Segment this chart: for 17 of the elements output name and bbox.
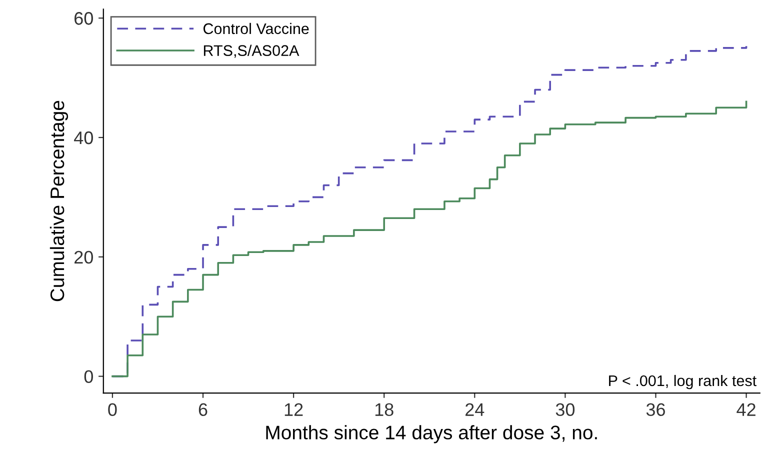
x-tick-label: 36	[646, 403, 665, 416]
y-tick-label: 40	[74, 131, 93, 144]
x-tick-label: 0	[108, 403, 117, 416]
x-tick-label: 24	[466, 403, 484, 416]
x-tick-label: 6	[198, 403, 208, 416]
x-tick-label: 30	[556, 403, 575, 416]
y-tick-label: 20	[74, 250, 93, 264]
x-tick-label: 42	[736, 403, 756, 416]
x-tick-label: 12	[284, 403, 303, 416]
y-tick-label: 60	[74, 12, 93, 25]
x-axis-title: Months since 14 days after dose 3, no.	[266, 425, 597, 444]
legend-label: RTS,S/AS02A	[204, 44, 300, 58]
legend-label: Control Vaccine	[203, 22, 309, 34]
y-axis-title: Cumulative Percentage	[50, 100, 68, 302]
x-tick-label: 18	[375, 403, 394, 416]
y-tick-label: 0	[84, 370, 93, 384]
annotation: P < .001, log rank test	[609, 374, 756, 390]
